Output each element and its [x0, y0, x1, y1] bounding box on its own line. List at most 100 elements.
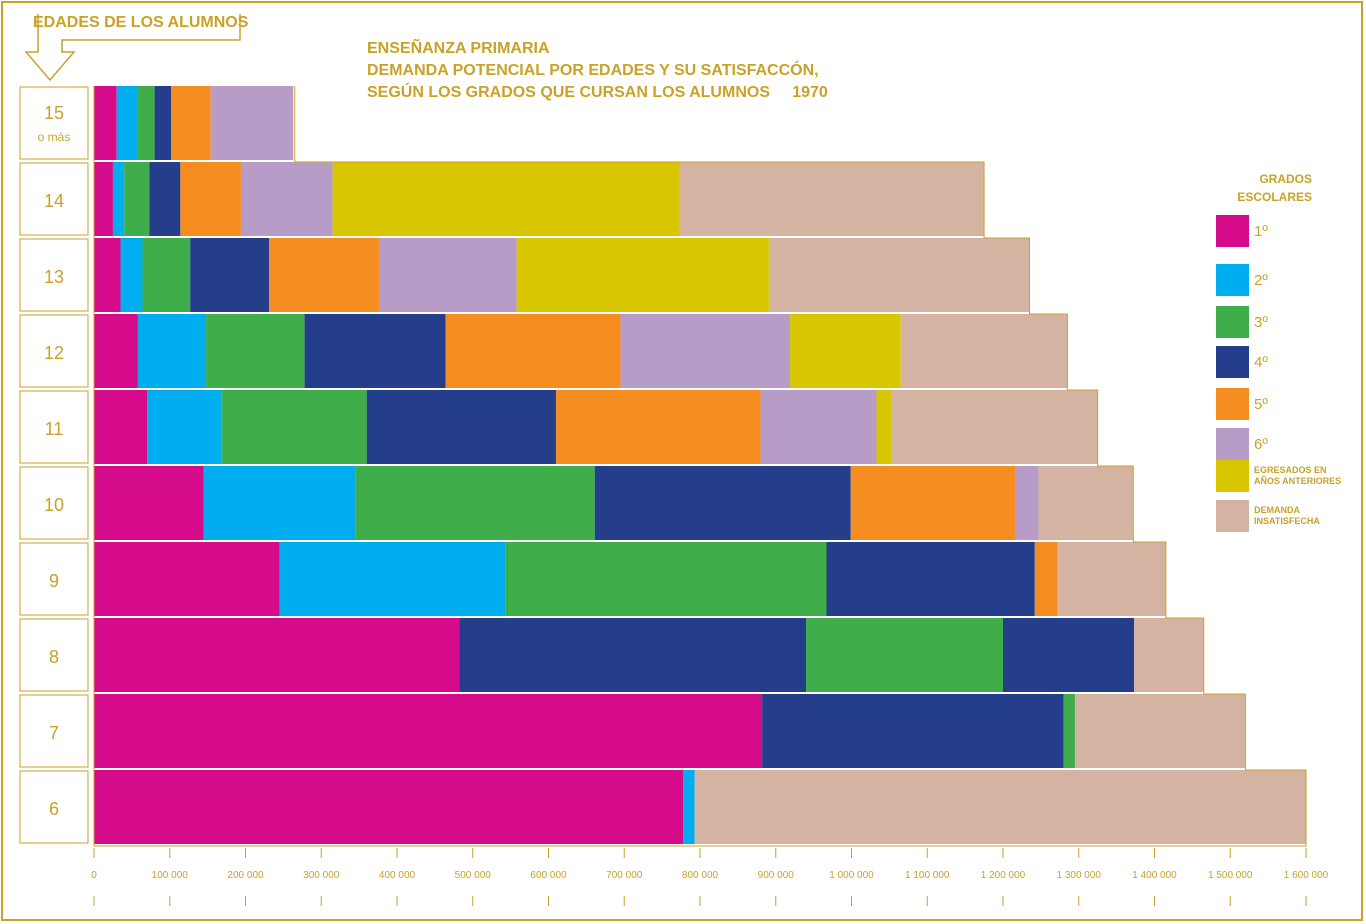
legend-item-dem: DEMANDA INSATISFECHA [1216, 500, 1320, 532]
x-tick-label: 200 000 [227, 870, 264, 881]
legend-swatch [1216, 388, 1249, 420]
bar-segment-g4 [594, 466, 851, 540]
age-box [19, 390, 89, 464]
bar-segment-g1 [94, 618, 460, 692]
bar-segment-dem [1134, 618, 1204, 692]
legend-label: 1º [1254, 222, 1268, 240]
bar-segment-g4 [1003, 618, 1135, 692]
title-line-2: DEMANDA POTENCIAL POR EDADES Y SU SATISF… [367, 62, 819, 79]
age-box [19, 466, 89, 540]
bar-segment-g5 [556, 390, 761, 464]
bar-segment-g6 [620, 314, 791, 388]
bar-segment-egr [790, 314, 901, 388]
age-box [19, 162, 89, 236]
age-box [19, 314, 89, 388]
age-label: 7 [49, 723, 59, 743]
x-tick-label: 0 [91, 870, 97, 881]
legend-title: GRADOS ESCOLARES [1237, 172, 1312, 204]
legend-swatch [1216, 306, 1249, 338]
bar-segment-g6 [240, 162, 333, 236]
age-label: 11 [45, 419, 64, 439]
bar-segment-g2 [112, 162, 125, 236]
legend-label: 6º [1254, 435, 1268, 453]
bar-segment-dem [679, 162, 985, 236]
x-tick-label: 1 300 000 [1057, 870, 1102, 881]
bar-segment-egr [876, 390, 892, 464]
bar-segment-g4 [762, 694, 1064, 768]
bar-segment-g1 [94, 770, 684, 844]
bar-segment-g2 [279, 542, 506, 616]
x-tick-label: 900 000 [758, 870, 795, 881]
bar-segment-dem [900, 314, 1068, 388]
legend-label: 4º [1254, 353, 1268, 371]
legend-item-g1: 1º [1216, 215, 1268, 247]
bar-segment-g1 [94, 694, 763, 768]
legend-label: 2º [1254, 271, 1268, 289]
age-box [19, 86, 89, 160]
legend-label: 5º [1254, 395, 1268, 413]
x-tick-label: 800 000 [682, 870, 719, 881]
title-line-3: SEGÚN LOS GRADOS QUE CURSAN LOS ALUMNOS … [367, 84, 828, 101]
age-label: 14 [44, 191, 64, 211]
age-box [19, 694, 89, 768]
x-tick-label: 400 000 [379, 870, 416, 881]
legend-label: DEMANDA INSATISFECHA [1254, 505, 1320, 526]
bar-segment-dem [891, 390, 1098, 464]
x-tick-label: 1 200 000 [981, 870, 1026, 881]
age-box [19, 618, 89, 692]
legend-item-egr: EGRESADOS EN AÑOS ANTERIORES [1216, 460, 1341, 492]
legend-swatch [1216, 346, 1249, 378]
age-label: 10 [44, 495, 64, 515]
legend-label: 3º [1254, 313, 1268, 331]
bar-segment-dem [694, 770, 1306, 844]
bar-segment-g3 [124, 162, 150, 236]
bar-segment-g1 [94, 390, 148, 464]
bar-segment-dem [1074, 694, 1246, 768]
bar-segment-g6 [760, 390, 877, 464]
legend-swatch [1216, 428, 1249, 460]
bar-segment-g5 [1034, 542, 1058, 616]
bar-segment-g6 [1015, 466, 1039, 540]
bar-segment-g1 [94, 466, 204, 540]
bar-segment-g2 [147, 390, 222, 464]
bar-segment-g3 [221, 390, 367, 464]
bar-segment-egr [332, 162, 680, 236]
age-box [19, 770, 89, 844]
x-tick-label: 100 000 [152, 870, 189, 881]
bar-segment-g4 [366, 390, 557, 464]
x-tick-label: 1 100 000 [905, 870, 950, 881]
x-tick-label: 600 000 [530, 870, 567, 881]
legend-item-g5: 5º [1216, 388, 1268, 420]
bar-segment-g4 [304, 314, 446, 388]
bar-segment-g1 [94, 238, 121, 312]
down-arrow-icon [24, 14, 241, 82]
bar-segment-g3 [355, 466, 595, 540]
bar-segment-g6 [379, 238, 517, 312]
bar-segment-g3 [206, 314, 305, 388]
legend-swatch [1216, 500, 1249, 532]
bar-segment-g5 [268, 238, 380, 312]
x-tick-label: 1 600 000 [1284, 870, 1329, 881]
x-tick-label: 700 000 [606, 870, 643, 881]
x-tick-label: 1 500 000 [1208, 870, 1253, 881]
bar-segment-g4 [459, 618, 807, 692]
legend-item-g6: 6º [1216, 428, 1268, 460]
age-label: 13 [44, 267, 64, 287]
bar-segment-g5 [445, 314, 621, 388]
x-tick-label: 300 000 [303, 870, 340, 881]
legend-label: EGRESADOS EN AÑOS ANTERIORES [1254, 465, 1342, 486]
legend-item-g2: 2º [1216, 264, 1268, 296]
bar-segment-egr [516, 238, 769, 312]
ages-header-label: EDADES DE LOS ALUMNOS [33, 14, 249, 31]
bar-segment-g3 [142, 238, 191, 312]
bar-segment-g2 [683, 770, 695, 844]
bar-segment-g2 [116, 86, 138, 160]
bar-segment-g3 [806, 618, 1003, 692]
bar-segment-g2 [137, 314, 207, 388]
x-tick-label: 1 000 000 [829, 870, 874, 881]
bar-segment-g1 [94, 162, 113, 236]
chart-title: ENSEÑANZA PRIMARIA DEMANDA POTENCIAL POR… [367, 38, 828, 104]
bar-segment-dem [768, 238, 1030, 312]
bar-segment-g5 [171, 86, 211, 160]
